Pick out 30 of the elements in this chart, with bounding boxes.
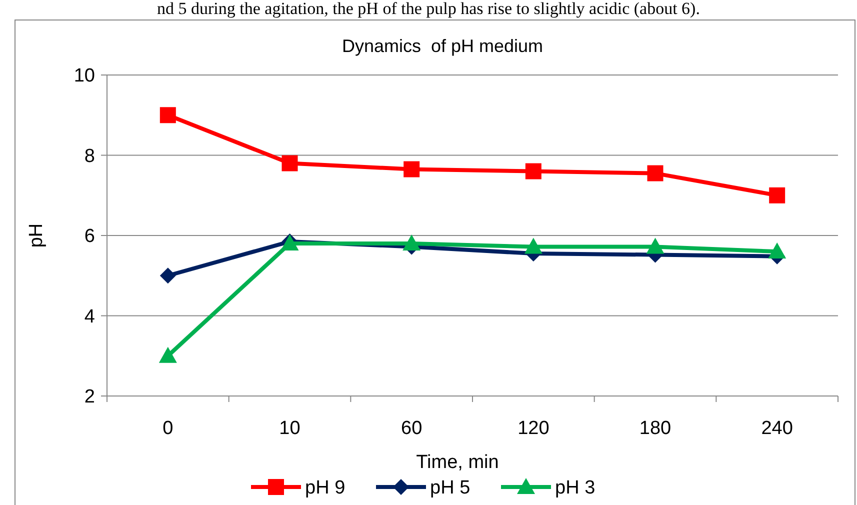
y-axis-title: pH (26, 223, 47, 248)
text: nd 5 during the agitation, the pH of the pulp has rise to slightly acidic (about 6). (157, 0, 700, 18)
point (524, 238, 542, 254)
point (404, 161, 420, 178)
chart-title: Dynamics of pH medium (342, 36, 544, 56)
x-tick-label: 0 (162, 418, 174, 439)
point (768, 242, 786, 259)
y-tick-label: 8 (84, 146, 95, 167)
y-tick-label: 10 (74, 66, 95, 87)
legend-label: pH 3 (555, 478, 596, 499)
x-axis-title: Time, min (416, 452, 499, 473)
point (160, 107, 176, 124)
point (160, 268, 176, 284)
point (158, 346, 177, 363)
legend-label: pH 9 (305, 478, 346, 499)
point (525, 163, 542, 180)
y-tick-label: 4 (84, 306, 96, 328)
point (769, 187, 786, 204)
y-tick-label: 2 (84, 386, 95, 408)
y-tick-label: 6 (84, 226, 95, 248)
x-tick-label: 60 (401, 418, 422, 439)
x-tick-label: 10 (279, 418, 300, 439)
point (282, 155, 298, 172)
legend-label: pH 5 (430, 478, 470, 499)
x-tick-label: 120 (518, 418, 550, 439)
point (647, 165, 664, 182)
x-tick-label: 240 (761, 418, 793, 439)
x-tick-label: 180 (639, 418, 672, 439)
point (646, 238, 664, 254)
point (402, 234, 421, 251)
